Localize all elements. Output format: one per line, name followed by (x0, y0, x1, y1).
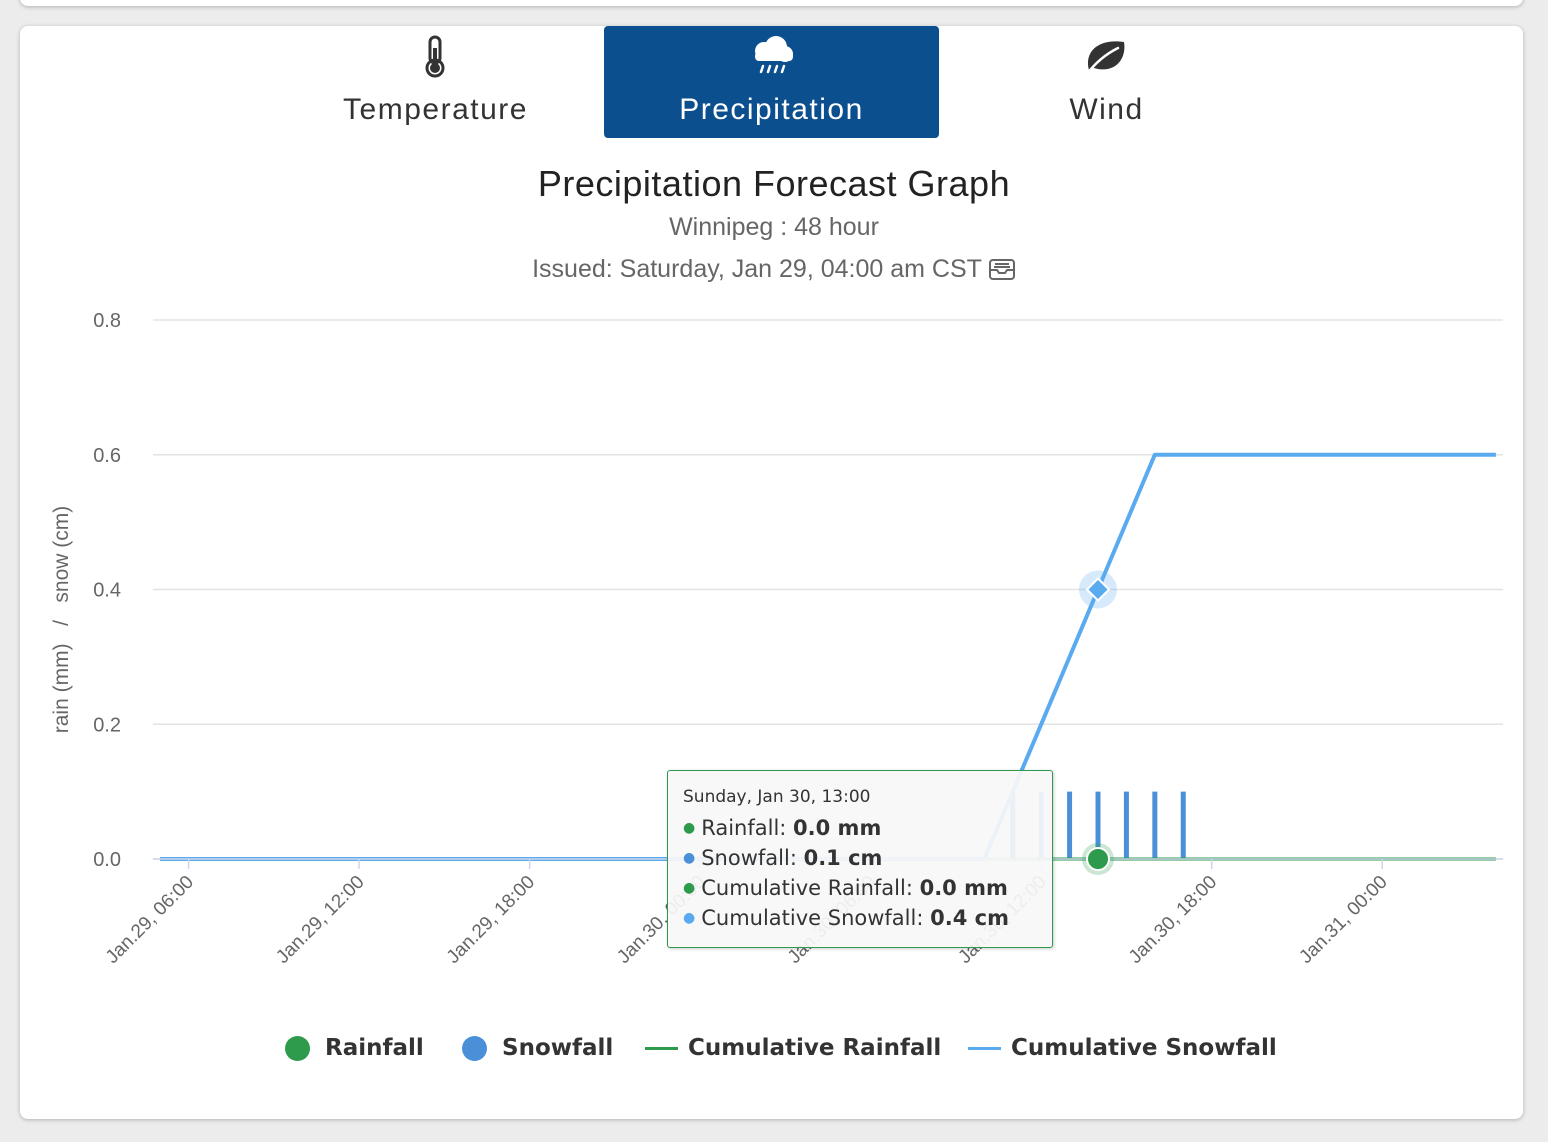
y-tick-label: 0.6 (93, 445, 121, 467)
snowfall-bar (1123, 791, 1129, 859)
tooltip-value: 0.1 cm (803, 846, 883, 870)
tab-wind[interactable]: Wind (939, 26, 1274, 138)
tooltip-row-snowfall: ● Snowfall: 0.1 cm (683, 846, 883, 870)
issued-line: Issued: Saturday, Jan 29, 04:00 am CST (0, 255, 1548, 288)
legend-swatch-cumulative-snowfall (968, 1046, 1001, 1050)
tooltip-row-cumulative-snowfall: ● Cumulative Snowfall: 0.4 cm (683, 906, 1009, 930)
tab-precipitation-label: Precipitation (679, 93, 864, 126)
legend-item-cumulative-snowfall[interactable]: Cumulative Snowfall (968, 1030, 1277, 1066)
legend-item-snowfall[interactable]: Snowfall (462, 1030, 613, 1066)
tooltip-value: 0.0 mm (793, 816, 882, 840)
leaf-icon (939, 34, 1274, 78)
legend-swatch-cumulative-rainfall (645, 1046, 678, 1050)
chart-title: Precipitation Forecast Graph (537, 163, 1011, 204)
snowfall-bar (1152, 791, 1158, 859)
tooltip-header: Sunday, Jan 30, 13:00 (683, 787, 871, 807)
tooltip-label: Snowfall: (701, 846, 804, 870)
chart-tooltip: Sunday, Jan 30, 13:00 ● Rainfall: 0.0 mm … (667, 770, 1053, 948)
legend-swatch-snowfall (462, 1035, 487, 1061)
x-tick-label: Jan.29, 12:00 (272, 872, 368, 968)
legend-label: Cumulative Rainfall (688, 1035, 942, 1061)
y-tick-label: 0.8 (93, 310, 121, 332)
chart-subtitle: Winnipeg : 48 hour (669, 213, 879, 241)
y-axis-label: rain (mm) / snow (cm) (50, 506, 73, 734)
tab-wind-label: Wind (1069, 93, 1144, 126)
tooltip-label: Cumulative Rainfall: (701, 876, 920, 900)
issued-text: Issued: Saturday, Jan 29, 04:00 am CST (532, 255, 982, 283)
y-tick-label: 0.4 (93, 580, 121, 602)
x-tick-label: Jan.29, 06:00 (102, 872, 198, 968)
rainfall-point (1086, 847, 1110, 871)
snowfall-bar (1180, 791, 1186, 859)
tooltip-label: Rainfall: (701, 816, 794, 840)
tooltip-label: Cumulative Snowfall: (701, 906, 931, 930)
snowfall-bar (1095, 791, 1101, 859)
tooltip-value: 0.0 mm (919, 876, 1008, 900)
rain-cloud-icon (604, 34, 939, 78)
thermometer-icon (268, 34, 603, 78)
legend-swatch-rainfall (285, 1035, 310, 1061)
legend-item-rainfall[interactable]: Rainfall (285, 1030, 424, 1066)
tab-temperature-label: Temperature (343, 93, 528, 126)
tooltip-value: 0.4 cm (930, 906, 1009, 930)
tooltip-row-rainfall: ● Rainfall: 0.0 mm (683, 816, 882, 840)
legend-label: Rainfall (325, 1035, 424, 1061)
inbox-tray-icon[interactable] (988, 257, 1016, 288)
cumulative-snowfall-point (1085, 577, 1111, 602)
y-tick-label: 0.2 (93, 714, 121, 736)
x-tick-label: Jan.29, 18:00 (443, 872, 539, 968)
x-tick-label: Jan.30, 18:00 (1125, 872, 1221, 968)
tooltip-row-cumulative-rainfall: ● Cumulative Rainfall: 0.0 mm (683, 876, 1008, 900)
legend-label: Cumulative Snowfall (1011, 1035, 1277, 1061)
chart-legend: Rainfall Snowfall Cumulative Rainfall Cu… (0, 1030, 1548, 1066)
previous-card (20, 0, 1523, 6)
legend-item-cumulative-rainfall[interactable]: Cumulative Rainfall (645, 1030, 941, 1066)
y-tick-label: 0.0 (93, 849, 121, 871)
tab-temperature[interactable]: Temperature (268, 26, 603, 138)
tab-precipitation[interactable]: Precipitation (604, 26, 939, 138)
x-tick-label: Jan.31, 00:00 (1295, 872, 1391, 968)
snowfall-bar (1067, 791, 1073, 859)
legend-label: Snowfall (502, 1035, 614, 1061)
